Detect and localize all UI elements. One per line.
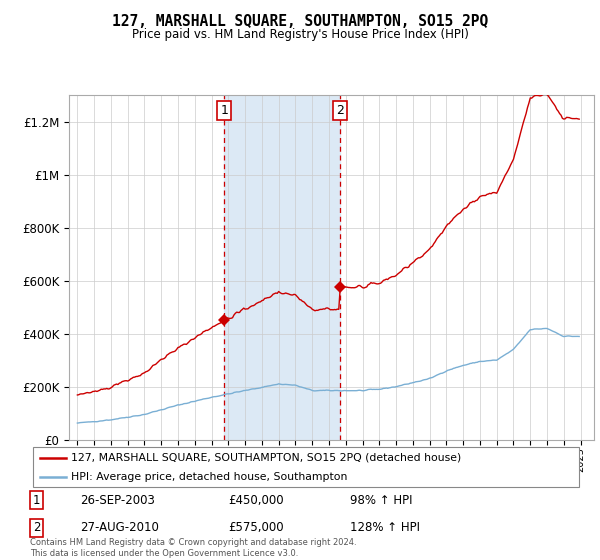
Text: 98% ↑ HPI: 98% ↑ HPI — [350, 494, 413, 507]
Text: 26-SEP-2003: 26-SEP-2003 — [80, 494, 155, 507]
Text: 1: 1 — [220, 104, 228, 117]
Text: 27-AUG-2010: 27-AUG-2010 — [80, 521, 158, 534]
FancyBboxPatch shape — [33, 447, 579, 487]
Text: 2: 2 — [33, 521, 40, 534]
Text: £450,000: £450,000 — [229, 494, 284, 507]
Text: £575,000: £575,000 — [229, 521, 284, 534]
Bar — [224, 95, 340, 440]
Text: Price paid vs. HM Land Registry's House Price Index (HPI): Price paid vs. HM Land Registry's House … — [131, 28, 469, 41]
Text: 2: 2 — [336, 104, 344, 117]
Text: Contains HM Land Registry data © Crown copyright and database right 2024.
This d: Contains HM Land Registry data © Crown c… — [30, 538, 356, 558]
Text: 127, MARSHALL SQUARE, SOUTHAMPTON, SO15 2PQ (detached house): 127, MARSHALL SQUARE, SOUTHAMPTON, SO15 … — [71, 452, 461, 463]
Text: HPI: Average price, detached house, Southampton: HPI: Average price, detached house, Sout… — [71, 472, 348, 482]
Text: 127, MARSHALL SQUARE, SOUTHAMPTON, SO15 2PQ: 127, MARSHALL SQUARE, SOUTHAMPTON, SO15 … — [112, 14, 488, 29]
Text: 1: 1 — [33, 494, 40, 507]
Text: 128% ↑ HPI: 128% ↑ HPI — [350, 521, 420, 534]
